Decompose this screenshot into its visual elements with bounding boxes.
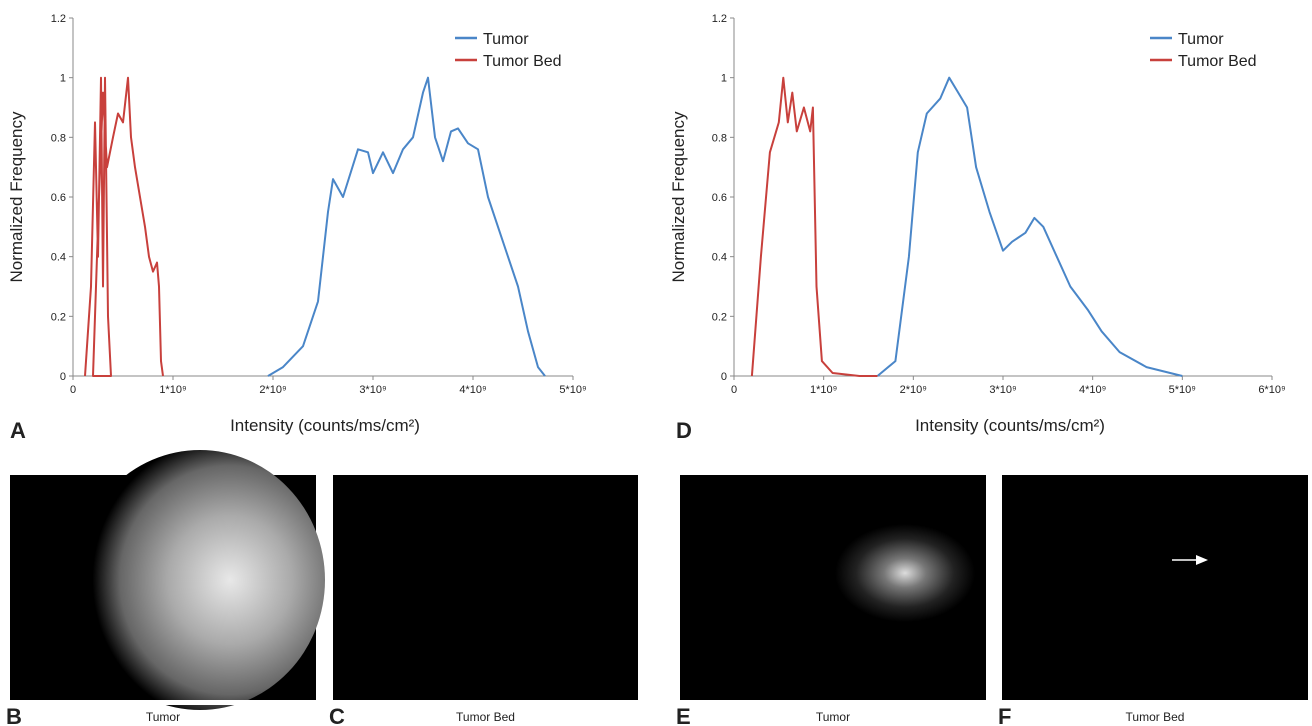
x-tick-label: 0 <box>70 384 76 396</box>
y-tick-label: 0.8 <box>51 132 66 144</box>
x-tick-label: 6*10⁹ <box>1258 384 1285 396</box>
image-e-glow <box>785 510 985 650</box>
x-axis-label: Intensity (counts/ms/cm²) <box>915 416 1105 435</box>
x-tick-label: 1*10⁹ <box>810 384 837 396</box>
x-axis-label: Intensity (counts/ms/cm²) <box>230 416 420 435</box>
series-line <box>876 76 1183 377</box>
panel-label: F <box>998 704 1011 726</box>
image-caption: Tumor Bed <box>456 710 515 724</box>
panel-label: C <box>329 704 345 726</box>
panel-label: D <box>676 418 692 443</box>
image-f <box>1002 475 1308 700</box>
y-tick-label: 1.2 <box>51 13 66 25</box>
y-tick-label: 0.6 <box>51 192 66 204</box>
image-c <box>333 475 638 700</box>
x-tick-label: 2*10⁹ <box>259 384 286 396</box>
y-tick-label: 0 <box>60 371 66 383</box>
x-tick-label: 2*10⁹ <box>900 384 927 396</box>
panel-label: E <box>676 704 691 726</box>
x-tick-label: 4*10⁹ <box>1079 384 1106 396</box>
y-tick-label: 1.2 <box>712 13 727 25</box>
legend-label: Tumor Bed <box>483 53 562 70</box>
x-tick-label: 4*10⁹ <box>459 384 486 396</box>
image-caption: Tumor <box>146 710 180 724</box>
y-tick-label: 0.2 <box>712 311 727 323</box>
x-tick-label: 5*10⁹ <box>559 384 586 396</box>
y-tick-label: 0.4 <box>712 252 727 264</box>
y-tick-label: 1 <box>721 73 727 85</box>
y-tick-label: 0.6 <box>712 192 727 204</box>
x-tick-label: 0 <box>731 384 737 396</box>
x-tick-label: 3*10⁹ <box>989 384 1016 396</box>
x-tick-label: 5*10⁹ <box>1169 384 1196 396</box>
y-tick-label: 0.8 <box>712 132 727 144</box>
x-tick-label: 3*10⁹ <box>359 384 386 396</box>
legend-label: Tumor <box>483 31 529 48</box>
image-caption: Tumor <box>816 710 850 724</box>
series-line <box>267 76 546 377</box>
y-tick-label: 0.2 <box>51 311 66 323</box>
panel-label: B <box>6 704 22 726</box>
image-caption: Tumor Bed <box>1126 710 1185 724</box>
legend-label: Tumor Bed <box>1178 53 1257 70</box>
y-tick-label: 1 <box>60 73 66 85</box>
series-line <box>84 76 164 377</box>
x-tick-label: 1*10⁹ <box>159 384 186 396</box>
y-axis-label: Normalized Frequency <box>669 111 688 283</box>
y-tick-label: 0.4 <box>51 252 66 264</box>
panel-label: A <box>10 418 26 443</box>
legend-label: Tumor <box>1178 31 1224 48</box>
y-axis-label: Normalized Frequency <box>7 111 26 283</box>
image-b-glow <box>75 450 325 710</box>
series-line <box>750 76 878 377</box>
y-tick-label: 0 <box>721 371 727 383</box>
arrow-head <box>1196 555 1208 565</box>
image-b-edge <box>10 700 316 705</box>
